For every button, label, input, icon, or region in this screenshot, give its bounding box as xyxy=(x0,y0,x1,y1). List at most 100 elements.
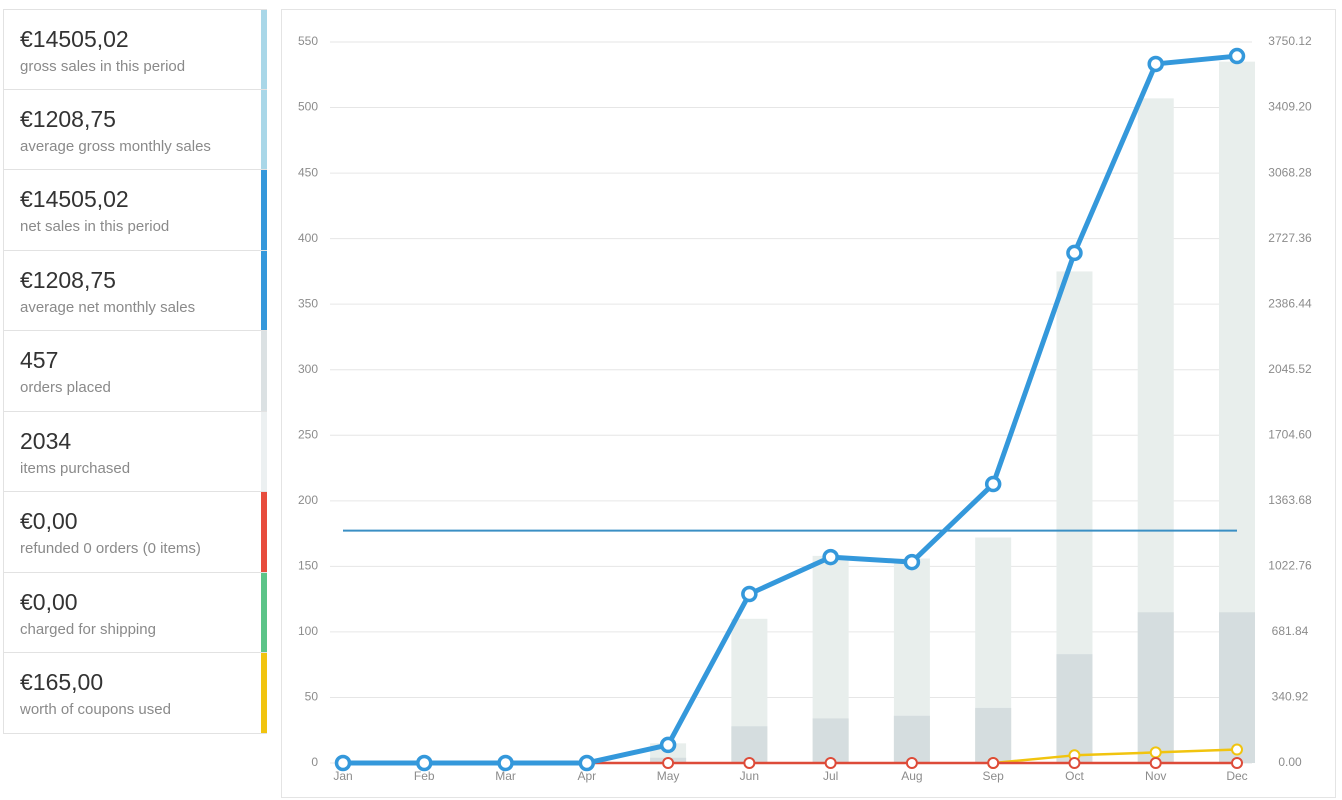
x-tick-label: Aug xyxy=(901,769,922,783)
summary-value: €0,00 xyxy=(20,508,78,534)
summary-item: €14505,02 gross sales in this period xyxy=(3,9,267,90)
bar xyxy=(731,726,768,763)
y2-tick-label: 2386.44 xyxy=(1268,296,1312,310)
line-marker xyxy=(1228,47,1246,65)
summary-label: average gross monthly sales xyxy=(20,137,211,155)
line-marker xyxy=(984,475,1002,493)
summary-color-bar xyxy=(261,89,267,169)
line-marker xyxy=(1149,757,1162,769)
summary-item: €1208,75 average gross monthly sales xyxy=(3,89,267,170)
summary-label: net sales in this period xyxy=(20,218,170,235)
line-marker xyxy=(741,585,758,603)
y-tick-label: 0 xyxy=(311,755,318,769)
bar xyxy=(1219,612,1255,763)
y2-tick-label: 2727.36 xyxy=(1268,231,1312,245)
line-marker xyxy=(987,757,1000,769)
summary-value: 2034 xyxy=(20,427,72,454)
line-marker xyxy=(743,757,756,769)
summary-label: average net monthly sales xyxy=(20,298,196,316)
bar xyxy=(812,718,849,763)
y-tick-label: 350 xyxy=(298,296,318,310)
summary-color-bar xyxy=(261,250,267,330)
bar xyxy=(893,715,930,763)
line xyxy=(993,748,1238,765)
x-tick-label: May xyxy=(657,769,680,783)
y-tick-label: 200 xyxy=(298,493,318,507)
y2-tick-label: 3750.12 xyxy=(1268,34,1312,48)
line-marker xyxy=(334,754,352,772)
chart-panel xyxy=(281,9,1336,798)
summary-item: 2034 items purchased xyxy=(3,411,267,492)
line-marker xyxy=(1068,757,1081,769)
line-marker xyxy=(1066,244,1083,262)
summary-value: €0,00 xyxy=(20,588,78,615)
y2-tick-label: 1704.60 xyxy=(1268,427,1312,441)
line-marker xyxy=(1231,743,1243,756)
summary-value: €165,00 xyxy=(20,669,104,695)
line-marker xyxy=(416,754,433,772)
x-tick-label: Apr xyxy=(577,769,596,783)
summary-color-bar xyxy=(261,411,267,491)
summary-label: charged for shipping xyxy=(20,620,156,638)
summary-list: €14505,02 gross sales in this period €1208… xyxy=(3,9,267,734)
summary-label: refunded 0 orders (0 items) xyxy=(20,540,201,557)
line-marker xyxy=(659,736,677,754)
line-marker xyxy=(578,754,596,772)
summary-value: 457 xyxy=(20,347,59,373)
y2-tick-label: 1363.68 xyxy=(1268,493,1312,507)
summary-value: €1208,75 xyxy=(20,105,116,132)
y2-tick-label: 340.92 xyxy=(1272,690,1309,704)
y2-tick-label: 2045.52 xyxy=(1268,362,1312,376)
line xyxy=(343,53,1238,766)
line-marker xyxy=(1231,757,1243,769)
summary-color-bar xyxy=(261,10,267,89)
y-tick-label: 100 xyxy=(298,624,318,638)
summary-value: €1208,75 xyxy=(20,266,116,293)
line-marker xyxy=(824,757,837,769)
y-tick-label: 300 xyxy=(298,362,318,376)
y2-tick-label: 0.00 xyxy=(1278,755,1302,769)
summary-color-bar xyxy=(261,492,267,572)
summary-item: 457 orders placed xyxy=(3,331,267,412)
y-tick-label: 400 xyxy=(298,231,318,245)
y2-tick-label: 1022.76 xyxy=(1268,559,1312,573)
summary-color-bar xyxy=(261,572,267,652)
summary-color-bar xyxy=(261,331,267,411)
summary-item: €0,00 charged for shipping xyxy=(3,572,267,653)
y2-tick-label: 3409.20 xyxy=(1268,100,1312,114)
line-marker xyxy=(497,754,514,772)
x-tick-label: Jun xyxy=(740,769,759,783)
y-tick-label: 150 xyxy=(298,559,318,573)
summary-value: €14505,02 xyxy=(20,26,129,52)
summary-label: items purchased xyxy=(20,459,131,477)
y2-tick-label: 3068.28 xyxy=(1268,165,1312,179)
line-marker xyxy=(1149,746,1162,759)
bar xyxy=(1056,654,1093,763)
summary-label: orders placed xyxy=(20,379,111,396)
x-tick-label: Dec xyxy=(1226,769,1247,783)
summary-item: €14505,02 net sales in this period xyxy=(3,170,267,251)
x-tick-label: Oct xyxy=(1065,769,1084,783)
summary-color-bar xyxy=(261,170,267,250)
bar xyxy=(975,707,1012,763)
summary-item: €165,00 worth of coupons used xyxy=(3,653,267,734)
y-tick-label: 50 xyxy=(305,690,319,704)
summary-value: €14505,02 xyxy=(20,186,129,212)
line-marker xyxy=(662,757,675,769)
line-marker xyxy=(903,553,921,571)
y-tick-label: 250 xyxy=(298,427,318,441)
x-tick-label: Jul xyxy=(823,769,838,783)
x-tick-label: Jan xyxy=(333,769,352,783)
y2-tick-label: 681.84 xyxy=(1272,624,1309,638)
y-tick-label: 500 xyxy=(298,100,318,114)
line-marker xyxy=(822,548,839,566)
summary-item: €0,00 refunded 0 orders (0 items) xyxy=(3,492,267,573)
summary-color-bar xyxy=(261,653,267,733)
line-marker xyxy=(1147,55,1164,73)
x-tick-label: Mar xyxy=(495,769,516,783)
summary-item: €1208,75 average net monthly sales xyxy=(3,250,267,331)
bar xyxy=(1137,612,1174,763)
x-tick-label: Nov xyxy=(1145,769,1166,783)
